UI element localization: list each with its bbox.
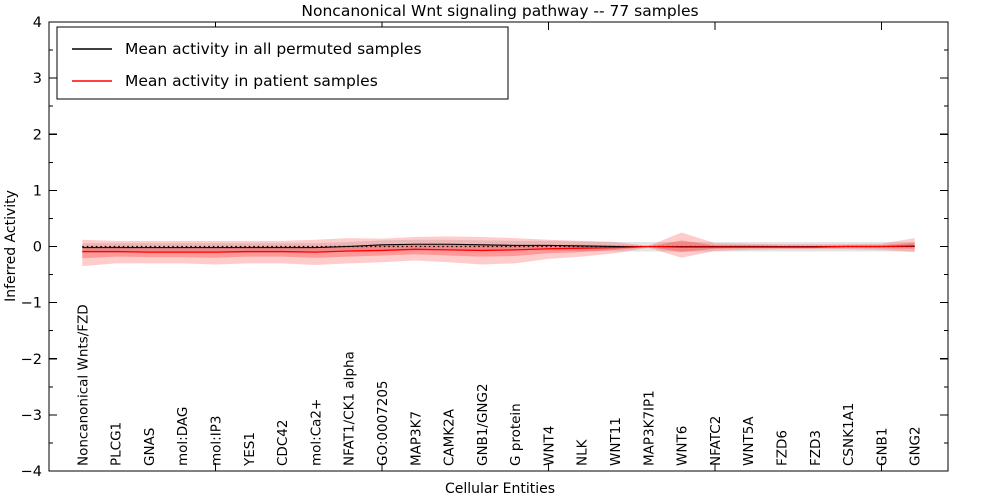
y-tick-label: −4 xyxy=(21,464,42,480)
entity-label: mol:DAG xyxy=(175,407,191,466)
entity-label: GNB1/GNG2 xyxy=(475,383,491,466)
confidence-bands xyxy=(82,232,915,267)
y-tick-label: 1 xyxy=(33,183,42,199)
entity-label: GNAS xyxy=(142,428,158,466)
legend-box xyxy=(56,26,509,100)
patient-mean-line xyxy=(82,245,915,253)
legend: Mean activity in all permuted samples Me… xyxy=(56,26,509,100)
entity-label: NLK xyxy=(575,438,591,466)
entity-label: YES1 xyxy=(242,432,258,467)
x-axis-entity-labels: Noncanonical Wnts/FZD PLCG1 GNAS mol:DAG mol… xyxy=(75,304,923,467)
entity-label: FZD6 xyxy=(775,430,791,466)
entity-label: MAP3K7 xyxy=(408,411,424,466)
entity-label: WNT4 xyxy=(541,426,557,466)
entity-label: CDC42 xyxy=(275,420,291,466)
entity-label: GNG2 xyxy=(908,426,924,466)
patient-samples-inner-band xyxy=(82,240,915,259)
entity-label: CAMK2A xyxy=(442,408,458,466)
y-tick-label: 3 xyxy=(33,71,42,87)
entity-label: NFATC2 xyxy=(708,416,724,466)
y-tick-label: −2 xyxy=(21,352,42,368)
permuted-samples-std-band xyxy=(82,239,915,253)
y-tick-label: −1 xyxy=(21,296,42,312)
entity-label: G protein xyxy=(508,403,524,466)
entity-label: PLCG1 xyxy=(109,422,125,466)
entity-label: WNT11 xyxy=(608,417,624,466)
entity-label: mol:Ca2+ xyxy=(308,399,324,466)
entity-label: CSNK1A1 xyxy=(841,403,857,466)
y-axis-label: Inferred Activity xyxy=(3,190,19,302)
y-tick-label: 2 xyxy=(33,127,42,143)
y-tick-label: 0 xyxy=(33,240,42,256)
entity-label: MAP3K7IP1 xyxy=(641,390,657,466)
entity-label: mol:IP3 xyxy=(208,416,224,466)
x-axis-label: Cellular Entities xyxy=(445,481,555,497)
entity-label: WNT6 xyxy=(675,426,691,466)
y-tick-label: −3 xyxy=(21,408,42,424)
entity-label: GO:0007205 xyxy=(375,380,391,466)
entity-label: NFAT1/CK1 alpha xyxy=(342,351,358,466)
y-axis-ticks: 4 3 2 1 0 −1 −2 −3 −4 xyxy=(21,15,948,480)
patient-samples-outer-band xyxy=(82,232,915,267)
legend-label-permuted: Mean activity in all permuted samples xyxy=(125,40,422,58)
chart-title: Noncanonical Wnt signaling pathway -- 77… xyxy=(301,2,698,20)
entity-label: GNB1 xyxy=(874,428,890,466)
y-tick-label: 4 xyxy=(33,15,42,31)
entity-label: Noncanonical Wnts/FZD xyxy=(75,304,91,466)
legend-label-patient: Mean activity in patient samples xyxy=(125,72,378,90)
entity-label: FZD3 xyxy=(808,430,824,466)
series-lines xyxy=(82,243,915,253)
entity-label: WNT5A xyxy=(741,416,757,466)
